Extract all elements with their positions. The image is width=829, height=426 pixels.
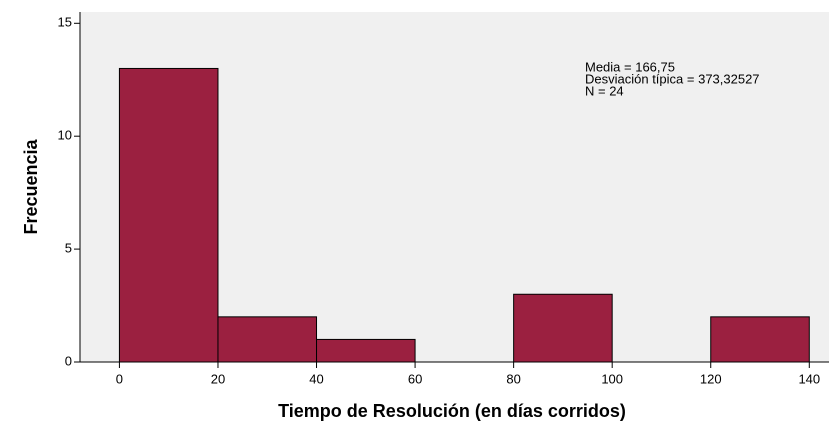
x-tick-label: 80 <box>506 371 520 386</box>
x-tick-label: 140 <box>798 371 820 386</box>
y-axis-label: Frecuencia <box>21 138 41 234</box>
x-tick-label: 60 <box>408 371 422 386</box>
bar <box>118 67 219 363</box>
y-tick-label: 5 <box>65 241 72 256</box>
x-tick-label: 100 <box>601 371 623 386</box>
y-tick-label: 10 <box>58 128 72 143</box>
annotation: N = 24 <box>585 83 624 98</box>
bar <box>316 338 416 363</box>
annotation: Media = 166,75 <box>585 59 675 74</box>
y-tick-label: 0 <box>65 353 72 368</box>
x-tick-label: 40 <box>309 371 323 386</box>
bar <box>217 316 318 363</box>
y-tick-label: 15 <box>58 15 72 30</box>
bar <box>710 316 810 363</box>
bar <box>513 293 613 363</box>
x-axis-label: Tiempo de Resolución (en días corridos) <box>278 401 626 421</box>
x-tick-label: 120 <box>700 371 722 386</box>
annotation: Desviación típica = 373,32527 <box>585 71 760 86</box>
x-tick-label: 20 <box>211 371 225 386</box>
x-tick-label: 0 <box>116 371 123 386</box>
